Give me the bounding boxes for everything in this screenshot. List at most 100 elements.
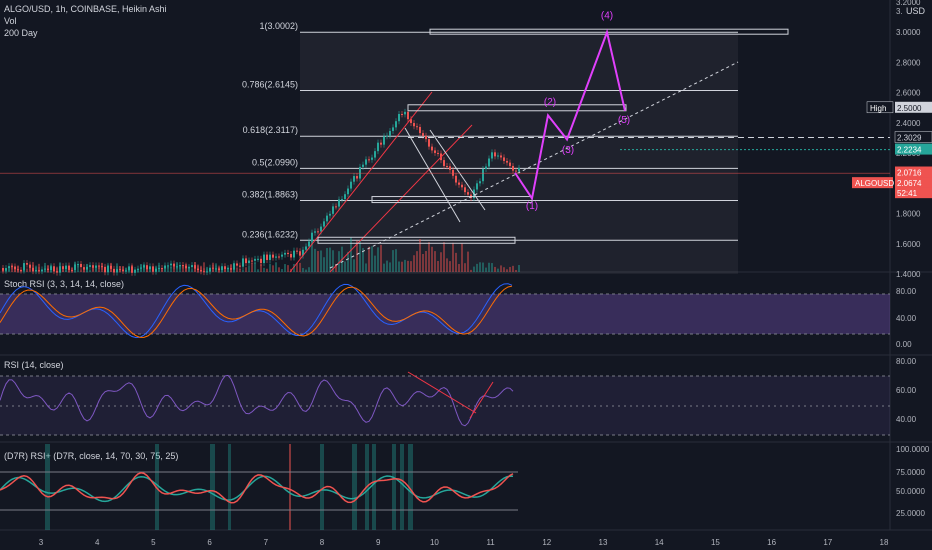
volume-bar <box>122 266 124 272</box>
date-tick-9: 12 <box>542 538 551 547</box>
rsi-tick-2: 40.00 <box>896 415 917 424</box>
candle-body <box>437 152 439 154</box>
candle-body <box>146 265 148 270</box>
volume-bar <box>71 267 73 272</box>
candle-body <box>95 265 97 268</box>
volume-bar <box>245 267 247 272</box>
candle-body <box>119 269 121 271</box>
candle-body <box>488 158 490 167</box>
volume-bar <box>407 260 409 272</box>
candle-body <box>260 258 262 264</box>
volume-bar <box>89 269 91 272</box>
candle-body <box>140 267 142 269</box>
date-tick-3: 6 <box>207 538 212 547</box>
wave-label-1: (2) <box>544 97 556 108</box>
volume-bar <box>362 248 364 272</box>
price-tag-value-5: 52:41 <box>897 189 918 198</box>
candle-body <box>122 269 124 271</box>
candle-body <box>284 252 286 255</box>
volume-bar <box>437 261 439 272</box>
candle-body <box>287 252 289 255</box>
volume-bar <box>161 269 163 272</box>
volume-bar <box>461 243 463 272</box>
volume-legend[interactable]: Vol <box>4 16 17 26</box>
volume-bar <box>101 262 103 272</box>
volume-bar <box>329 247 331 272</box>
volume-bar <box>491 263 493 272</box>
candle-body <box>407 111 409 120</box>
volume-bar <box>368 246 370 272</box>
candle-body <box>194 265 196 269</box>
candle-body <box>452 169 454 176</box>
date-tick-1: 4 <box>95 538 100 547</box>
volume-bar <box>137 269 139 272</box>
candle-body <box>86 266 88 270</box>
volume-bar <box>317 251 319 272</box>
candle-body <box>500 155 502 158</box>
volume-bar <box>116 263 118 272</box>
volume-bar <box>68 268 70 272</box>
volume-bar <box>2 268 4 272</box>
volume-bar <box>458 263 460 272</box>
candle-body <box>503 157 505 161</box>
volume-bar <box>431 246 433 272</box>
volume-bar <box>353 259 355 272</box>
candle-body <box>8 266 10 269</box>
volume-bar <box>158 262 160 272</box>
volume-bar <box>83 268 85 272</box>
volume-bar <box>281 269 283 272</box>
candle-body <box>269 254 271 260</box>
d7r-tick-2: 50.0000 <box>896 487 925 496</box>
volume-bar <box>248 266 250 272</box>
candle-body <box>326 215 328 222</box>
volume-bar <box>77 264 79 272</box>
d7r-highlight-2 <box>210 444 215 530</box>
candle-body <box>137 268 139 270</box>
candle-body <box>218 268 220 271</box>
volume-bar <box>131 265 133 272</box>
volume-bar <box>8 266 10 272</box>
volume-bar <box>140 264 142 272</box>
date-tick-0: 3 <box>39 538 44 547</box>
volume-bar <box>179 266 181 272</box>
volume-bar <box>305 269 307 272</box>
volume-bar <box>485 267 487 272</box>
candle-body <box>179 265 181 267</box>
volume-bar <box>14 268 16 272</box>
candle-body <box>290 254 292 258</box>
candle-body <box>167 265 169 267</box>
candle-body <box>461 184 463 188</box>
rsi-tick-1: 60.00 <box>896 386 917 395</box>
candle-body <box>35 270 37 272</box>
candle-body <box>431 146 433 151</box>
trendline-dashed <box>329 61 739 269</box>
volume-bar <box>149 269 151 272</box>
fib-label-4: 0.382(1.8863) <box>242 190 298 200</box>
candle-body <box>248 260 250 264</box>
wave-label-3: (4) <box>601 11 613 22</box>
volume-bar <box>389 262 391 272</box>
stoch-band <box>0 294 890 334</box>
candle-body <box>281 254 283 257</box>
price-tick-0: 3.2000 <box>896 0 921 7</box>
volume-bar <box>446 258 448 272</box>
d7r-title: (D7R) RSI+ (D7R, close, 14, 70, 30, 75, … <box>4 451 178 461</box>
candle-body <box>5 268 7 271</box>
volume-bar <box>506 269 508 272</box>
volume-bar <box>23 269 25 272</box>
ma-legend[interactable]: 200 Day <box>4 28 38 38</box>
volume-bar <box>239 268 241 272</box>
price-tag-value-3: 2.0716 <box>897 169 922 178</box>
volume-bar <box>419 239 421 272</box>
candle-body <box>26 263 28 265</box>
volume-bar <box>518 265 520 272</box>
volume-bar <box>500 265 502 272</box>
volume-bar <box>11 264 13 272</box>
volume-bar <box>410 261 412 272</box>
price-tag-label-4: ALGOUSD <box>855 179 894 188</box>
candle-body <box>71 269 73 271</box>
volume-bar <box>41 269 43 272</box>
candle-body <box>188 267 190 269</box>
fib-label-5: 0.236(1.6232) <box>242 229 298 239</box>
